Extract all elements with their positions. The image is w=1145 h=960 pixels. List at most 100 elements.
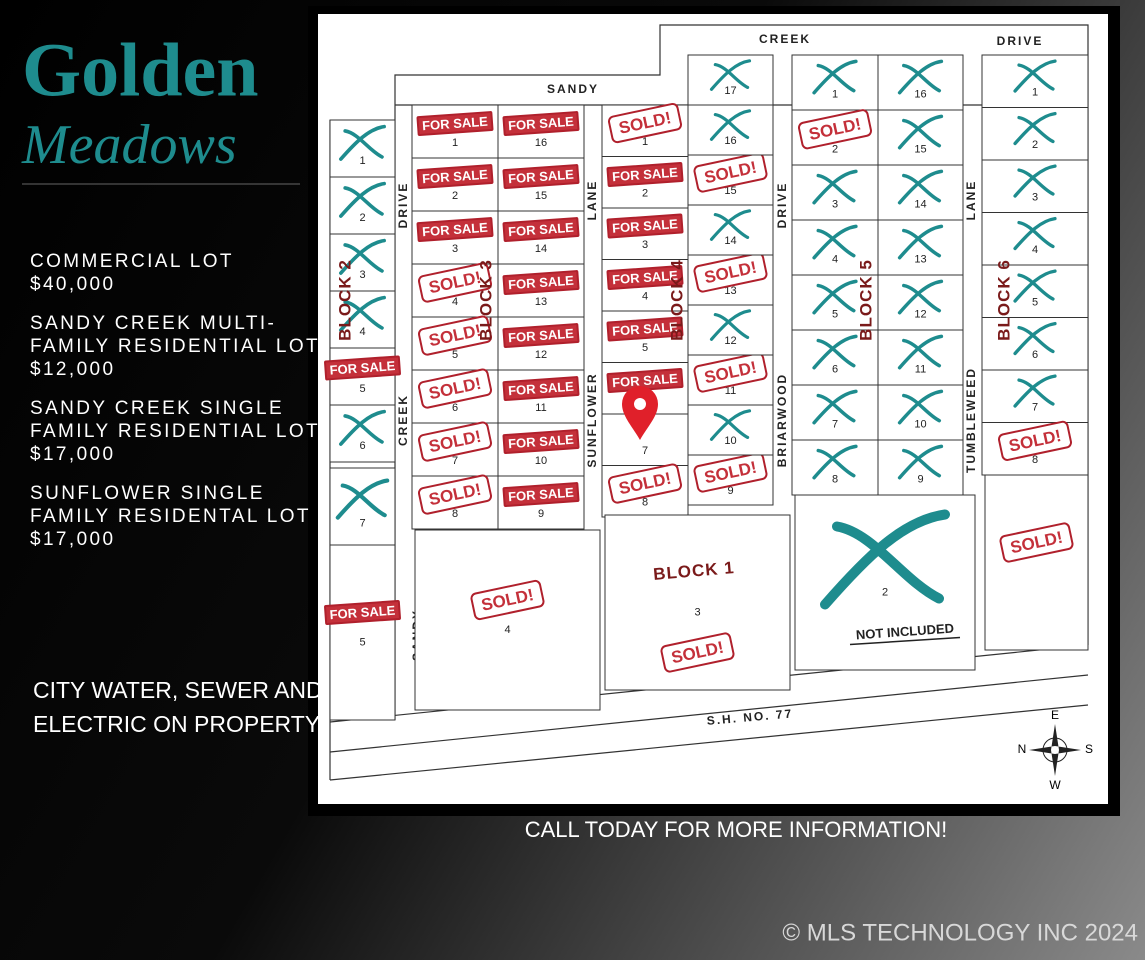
stamp-text: FOR SALE	[612, 371, 679, 391]
lot-number: 13	[535, 296, 547, 308]
stamp-box	[324, 600, 401, 625]
stamp-box	[607, 102, 683, 144]
lot-number: 16	[535, 137, 547, 149]
lot-number: 14	[724, 235, 736, 247]
x-mark	[709, 309, 752, 341]
stamp-text: FOR SALE	[422, 220, 489, 240]
lot-number: 6	[1032, 349, 1038, 361]
copyright: © MLS TECHNOLOGY INC 2024	[782, 919, 1138, 946]
lot-number: 10	[724, 435, 736, 447]
street-label: SUNFLOWER	[585, 372, 599, 467]
stamp-box	[502, 111, 580, 137]
x-mark	[897, 224, 944, 260]
lot-number: 9	[538, 508, 544, 520]
stamp-box	[417, 315, 493, 356]
lot-number: 16	[914, 89, 926, 101]
lot-number: 9	[727, 485, 733, 497]
stamp: FOR SALE	[606, 162, 684, 188]
lot	[981, 159, 1089, 213]
block: 1 2 3 4 5 FOR SALE 6 7	[324, 119, 401, 546]
stamp: FOR SALE	[324, 600, 401, 625]
stamp-box	[693, 152, 768, 193]
stamp-box	[999, 522, 1074, 563]
lot-number: 3	[642, 239, 648, 251]
lot-number: 5	[359, 383, 365, 395]
x-mark	[812, 279, 858, 315]
stamp-box	[693, 452, 768, 493]
pricing-price: $40,000	[30, 274, 115, 295]
stamp: SOLD!	[693, 352, 768, 393]
stamp: FOR SALE	[502, 323, 580, 349]
lot-number: 1	[642, 136, 648, 148]
lot	[791, 384, 879, 441]
block-label: BLOCK 2	[335, 259, 354, 341]
lot	[329, 233, 396, 292]
stamp-box	[416, 217, 494, 243]
lot-number: 14	[535, 243, 547, 255]
lot	[791, 329, 879, 386]
lot-number: 10	[914, 419, 926, 431]
lot	[877, 109, 964, 166]
stamp-box	[693, 252, 768, 293]
block-label: BLOCK 3	[476, 259, 495, 341]
lot	[791, 274, 879, 331]
stamp: FOR SALE	[502, 376, 580, 402]
lot-number: 7	[452, 455, 458, 467]
compass-e: E	[1051, 708, 1059, 722]
pricing-line: COMMERCIAL LOT	[30, 251, 234, 272]
stamp-text: FOR SALE	[612, 165, 679, 185]
stamp: SOLD!	[999, 522, 1074, 563]
lot-number: 5	[832, 309, 838, 321]
stamp: SOLD!	[660, 632, 735, 673]
stamp: SOLD!	[607, 463, 683, 504]
lot	[981, 107, 1089, 161]
x-mark	[812, 389, 858, 425]
x-mark	[1013, 374, 1057, 408]
compass: E N S W	[1018, 708, 1093, 792]
lot	[414, 529, 601, 711]
x-mark	[812, 59, 858, 95]
lot-number: 2	[359, 212, 365, 224]
stamp-text: FOR SALE	[508, 432, 575, 452]
pricing-price: $17,000	[30, 444, 115, 465]
lot	[981, 264, 1089, 318]
street-label: LANE	[585, 180, 599, 221]
lot	[687, 204, 774, 256]
stamp: SOLD!	[693, 252, 768, 293]
lot-number: 3	[359, 269, 365, 281]
x-mark	[897, 444, 944, 480]
stamp-text: FOR SALE	[508, 273, 575, 293]
note-underline	[849, 636, 961, 646]
stamp-text: FOR SALE	[508, 220, 575, 240]
lot-number: 5	[452, 349, 458, 361]
lot-number: 3	[694, 606, 700, 618]
lot	[329, 119, 396, 178]
pricing-line: SANDY CREEK MULTI-	[30, 313, 276, 334]
street-label: TUMBLEWEED	[964, 367, 978, 473]
stamp-text: FOR SALE	[612, 216, 679, 236]
lot	[329, 176, 396, 235]
lot-number: 15	[724, 185, 736, 197]
lot	[791, 54, 879, 111]
lot	[794, 494, 976, 671]
stamp-text: FOR SALE	[508, 114, 575, 134]
x-mark	[812, 444, 858, 480]
x-mark	[897, 169, 944, 205]
x-mark	[1013, 216, 1057, 251]
street-label: CREEK	[396, 394, 410, 446]
lot-number: 6	[359, 440, 365, 452]
lot-number: 12	[914, 309, 926, 321]
x-mark	[897, 59, 944, 95]
stamp: SOLD!	[470, 579, 545, 621]
x-mark	[812, 334, 858, 370]
lot-number: 3	[832, 199, 838, 211]
lot-number: 13	[914, 254, 926, 266]
x-mark	[339, 124, 386, 161]
x-mark	[709, 109, 752, 141]
x-mark	[339, 181, 386, 218]
